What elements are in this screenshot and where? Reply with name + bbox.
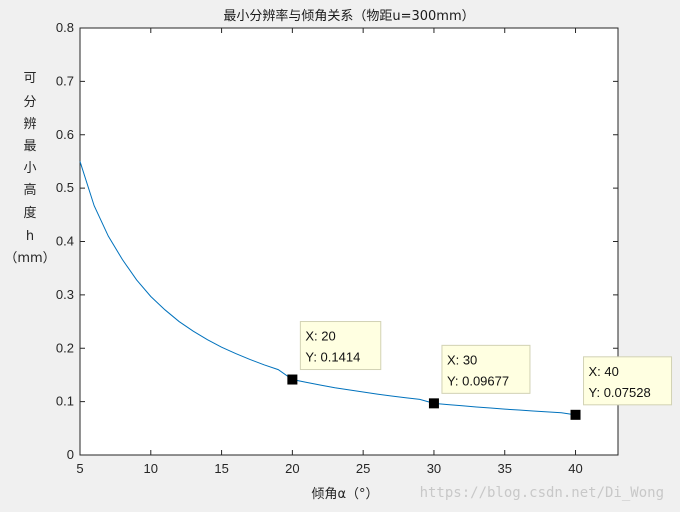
x-tick-label: 10 [144,461,158,476]
y-axis-label-char: 小 [23,161,36,176]
plot-area [79,27,619,456]
x-tick-label: 5 [76,461,83,476]
watermark: https://blog.csdn.net/Di_Wong [420,485,664,501]
x-axis-label: 倾角α（°） [311,487,378,502]
x-tick-label: 40 [568,461,582,476]
y-axis-label-char: 度 [23,205,36,221]
y-tick-label: 0 [67,447,74,462]
series-line [79,161,576,416]
y-tick-label: 0.5 [56,180,74,195]
datatip-box[interactable] [583,356,673,406]
x-tick-label: 35 [498,461,512,476]
y-axis-label-char: 高 [23,182,36,198]
datatip-box[interactable] [441,344,531,394]
y-axis-label-char: h [26,229,34,244]
chart-title: 最小分辨率与倾角关系（物距u=300mm） [223,8,474,24]
y-axis-label-char: （mm） [4,251,55,266]
datatip-box[interactable] [299,321,382,371]
x-tick-label: 20 [285,461,299,476]
datatip-y-text: Y: 0.1414 [305,350,360,365]
y-axis-label-char: 可 [23,71,36,86]
y-tick-label: 0.2 [56,340,74,355]
datatip-x-text: X: 20 [305,329,335,344]
datatip-y-text: Y: 0.09677 [447,373,509,388]
y-axis: 0 0.1 0.2 0.3 0.4 0.5 0.6 0.7 0.8 [56,20,618,462]
x-tick-label: 30 [427,461,441,476]
x-axis: 5 10 15 20 25 30 35 40 [76,28,583,476]
datatip-x-text: X: 30 [447,352,477,367]
y-tick-label: 0.3 [56,287,74,302]
x-tick-label: 25 [356,461,370,476]
y-axis-label-char: 分 [23,95,36,110]
y-tick-label: 0.6 [56,127,74,142]
datatip-marker[interactable] [287,374,298,385]
datatip-y-text: Y: 0.07528 [589,385,651,400]
y-tick-label: 0.7 [56,73,74,88]
datatip-marker[interactable] [428,398,439,409]
x-tick-label: 15 [214,461,228,476]
y-tick-label: 0.1 [56,394,74,409]
datatips: X: 20 Y: 0.1414 X: 30 Y: 0.09677 X: 40 Y: 0.0… [287,321,673,420]
datatip-marker[interactable] [570,409,581,420]
y-tick-label: 0.4 [56,234,74,249]
datatip-x-text: X: 40 [589,364,619,379]
y-tick-label: 0.8 [56,20,74,35]
y-axis-label-char: 辨 [23,117,36,132]
y-axis-label-char: 最 [23,139,36,154]
